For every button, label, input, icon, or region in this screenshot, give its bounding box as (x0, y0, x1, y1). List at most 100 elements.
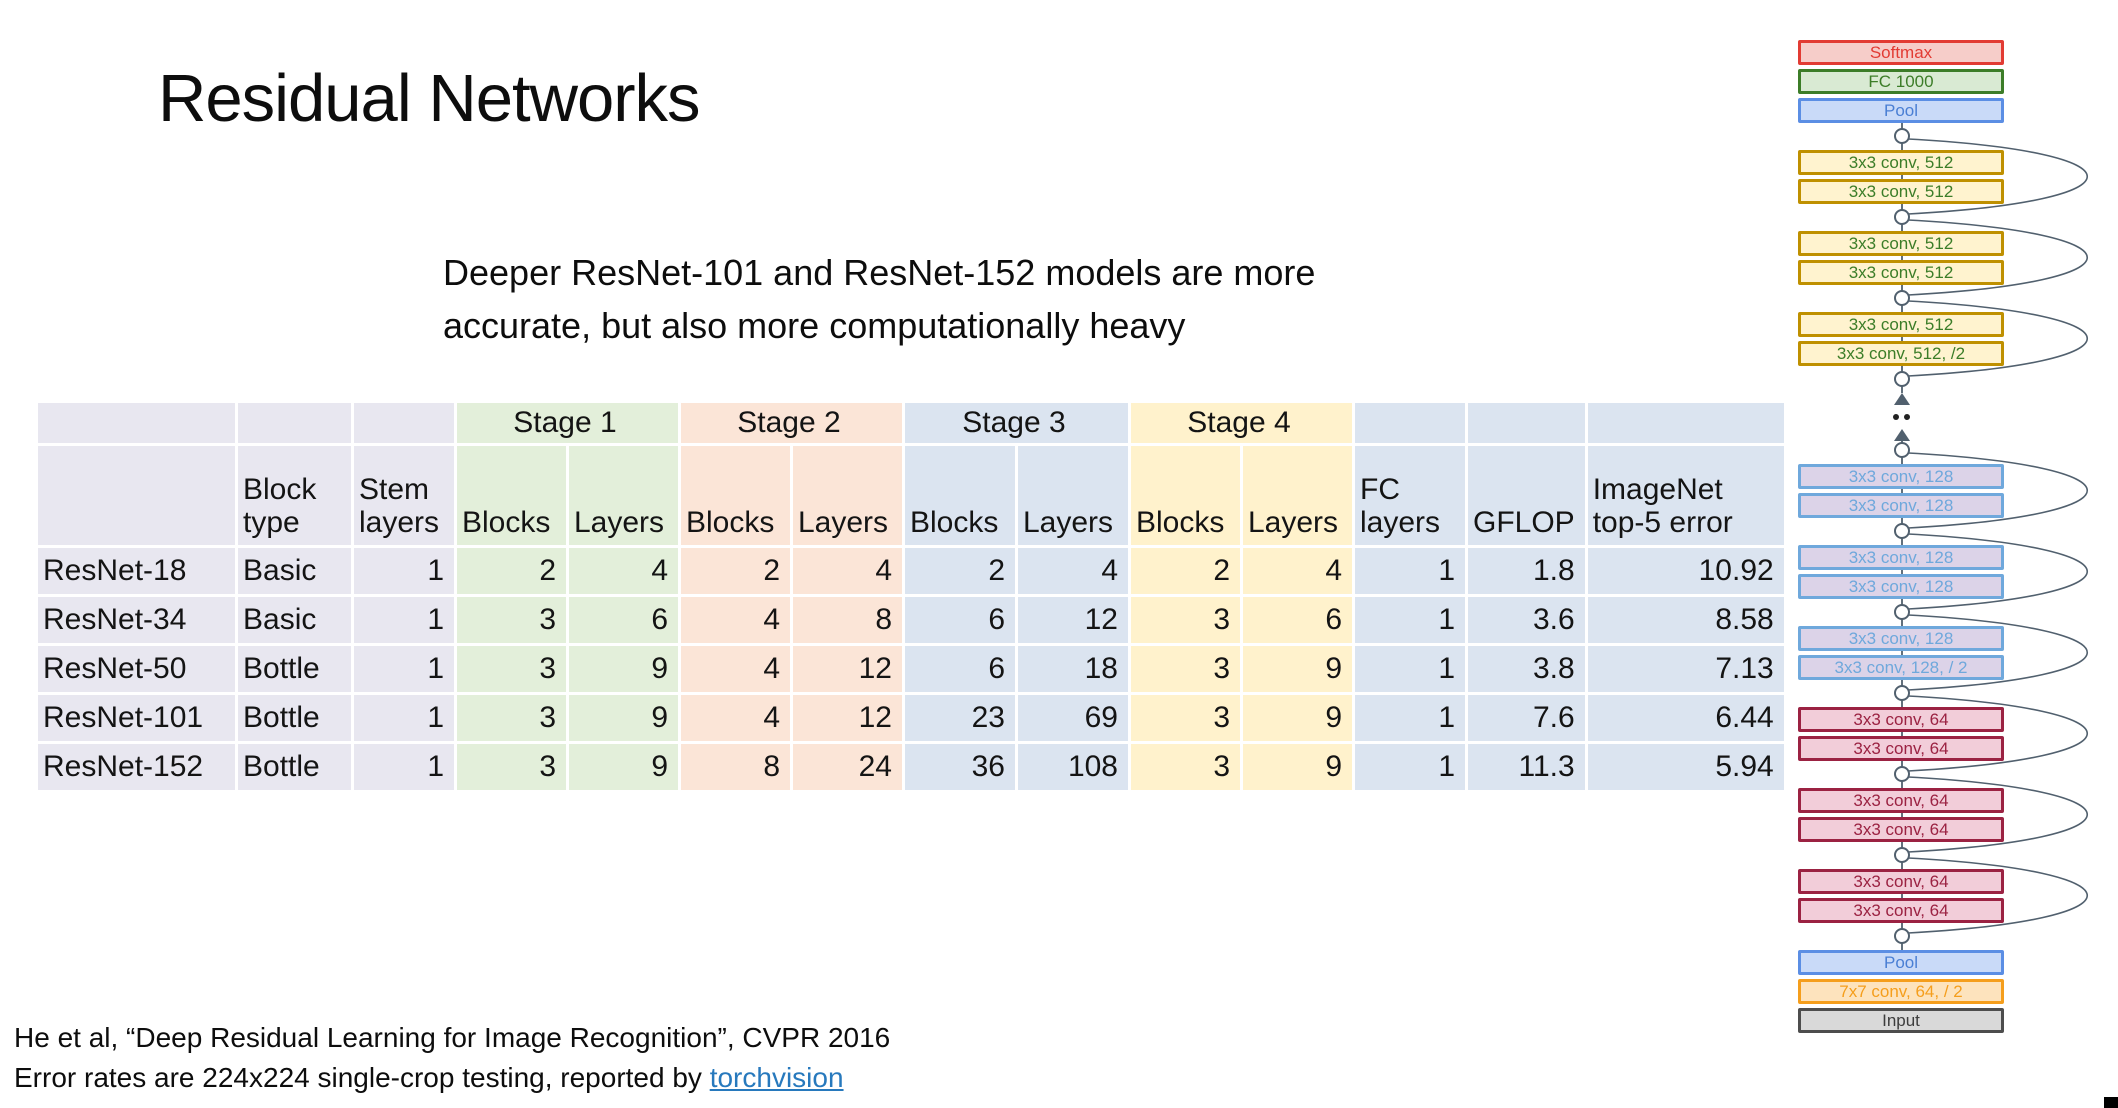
column-header-cell: Blocks (1128, 443, 1243, 548)
table-cell: 108 (1015, 741, 1131, 793)
column-header-cell: Layers (790, 443, 905, 548)
diagram-box: 3x3 conv, 512 (1798, 179, 2004, 204)
diagram-box: 3x3 conv, 128 (1798, 545, 2004, 570)
stage-header-cell: Stage 1 (454, 400, 681, 446)
model-name-cell: ResNet-152 (35, 741, 238, 793)
table-cell: 9 (566, 741, 681, 793)
subtitle: Deeper ResNet-101 and ResNet-152 models … (443, 246, 1315, 353)
skip-connection-arc (1907, 452, 2088, 529)
diagram-box: Input (1798, 1008, 2004, 1033)
table-cell: 3.8 (1465, 643, 1588, 695)
ellipsis-dot (1904, 414, 1910, 420)
column-header-cell: GFLOP (1465, 443, 1588, 548)
skip-connection-arc (1907, 533, 2088, 610)
table-cell: Bottle (235, 643, 354, 695)
diagram-box: FC 1000 (1798, 69, 2004, 94)
table-row: ResNet-50 Bottle 1 3 9 4 12 6 18 3 9 1 3.8 7.13 (35, 643, 1787, 695)
table-cell: Bottle (235, 741, 354, 793)
torchvision-link[interactable]: torchvision (709, 1062, 844, 1094)
table-cell: 9 (566, 692, 681, 744)
subtitle-line-1: Deeper ResNet-101 and ResNet-152 models … (443, 252, 1316, 293)
up-arrow-icon (1894, 429, 1910, 441)
table-cell: 12 (790, 692, 905, 744)
junction-dot (1894, 604, 1910, 620)
table-cell: 5.94 (1584, 741, 1787, 793)
column-header-cell: Block type (235, 443, 354, 548)
column-header-cell: Blocks (678, 443, 793, 548)
table-blank-cell (1352, 400, 1468, 446)
junction-dot (1894, 523, 1910, 539)
stage-header-cell: Stage 2 (678, 400, 905, 446)
skip-connection-arc (1907, 776, 2088, 853)
table-cell: 6 (1240, 594, 1355, 646)
junction-dot (1894, 128, 1910, 144)
table-cell: 1 (351, 594, 457, 646)
column-header-cell: Blocks (454, 443, 569, 548)
diagram-box: 3x3 conv, 512, /2 (1798, 341, 2004, 366)
column-header-cell: Layers (1240, 443, 1355, 548)
skip-connection-arc (1907, 857, 2088, 934)
table-row: ResNet-152 Bottle 1 3 9 8 24 36 108 3 9 1 11.3 5.94 (35, 741, 1787, 793)
table-stage-row: Stage 1 Stage 2 Stage 3 Stage 4 (35, 400, 1787, 446)
table-header-row: Block type Stem layers Blocks Layers Blocks L… (35, 443, 1787, 548)
table-blank-cell (35, 400, 238, 446)
table-cell: 4 (678, 594, 793, 646)
table-blank-cell (235, 400, 354, 446)
diagram-box: 3x3 conv, 64 (1798, 788, 2004, 813)
diagram-box: 3x3 conv, 128, / 2 (1798, 655, 2004, 680)
table-cell: 4 (790, 545, 905, 597)
column-header-cell: FC layers (1352, 443, 1468, 548)
table-cell: 4 (1015, 545, 1131, 597)
table-cell: 3 (454, 741, 569, 793)
model-name-cell: ResNet-34 (35, 594, 238, 646)
subtitle-line-2: accurate, but also more computationally … (443, 305, 1186, 347)
table-cell: 9 (1240, 643, 1355, 695)
table-cell: 3 (1128, 692, 1243, 744)
table-cell: 4 (566, 545, 681, 597)
diagram-box: 3x3 conv, 128 (1798, 626, 2004, 651)
table-cell: 12 (790, 643, 905, 695)
table-cell: 3 (1128, 594, 1243, 646)
model-name-cell: ResNet-18 (35, 545, 238, 597)
table-cell: Basic (235, 545, 354, 597)
table-cell: 3 (454, 643, 569, 695)
table-cell: 6 (902, 594, 1018, 646)
table-cell: 7.13 (1584, 643, 1787, 695)
citation-line-2-text: Error rates are 224x224 single-crop test… (14, 1062, 710, 1094)
table-cell: 1 (1352, 545, 1468, 597)
diagram-box: Softmax (1798, 40, 2004, 65)
skip-connection-arc (1907, 695, 2088, 772)
table-cell: 1 (351, 741, 457, 793)
table-cell: 23 (902, 692, 1018, 744)
column-header-cell: ImageNet top-5 error (1584, 443, 1787, 548)
table-row: ResNet-34 Basic 1 3 6 4 8 6 12 3 6 1 3.6 8.58 (35, 594, 1787, 646)
table-cell: 3 (454, 594, 569, 646)
junction-dot (1894, 766, 1910, 782)
diagram-box: 3x3 conv, 64 (1798, 898, 2004, 923)
table-cell: 4 (1240, 545, 1355, 597)
junction-dot (1894, 209, 1910, 225)
table-cell: 4 (678, 692, 793, 744)
table-cell: 2 (678, 545, 793, 597)
junction-dot (1894, 847, 1910, 863)
column-header-cell (35, 443, 238, 548)
junction-dot (1894, 371, 1910, 387)
citation: He et al, “Deep Residual Learning for Im… (14, 1018, 890, 1098)
diagram-box: 3x3 conv, 64 (1798, 869, 2004, 894)
table-cell: 69 (1015, 692, 1131, 744)
diagram-box: Pool (1798, 950, 2004, 975)
diagram-box: 3x3 conv, 128 (1798, 464, 2004, 489)
table-row: ResNet-18 Basic 1 2 4 2 4 2 4 2 4 1 1.8 10.92 (35, 545, 1787, 597)
junction-dot (1894, 928, 1910, 944)
table-blank-cell (1584, 400, 1787, 446)
table-cell: 3 (1128, 643, 1243, 695)
table-cell: 1 (351, 692, 457, 744)
table-cell: 8 (790, 594, 905, 646)
diagram-box: 3x3 conv, 512 (1798, 260, 2004, 285)
skip-connection-arc (1907, 138, 2088, 215)
table-cell: 9 (1240, 741, 1355, 793)
diagram-box: 3x3 conv, 128 (1798, 574, 2004, 599)
skip-connection-arc (1907, 614, 2088, 691)
table-cell: 4 (678, 643, 793, 695)
table-cell: 6.44 (1584, 692, 1787, 744)
